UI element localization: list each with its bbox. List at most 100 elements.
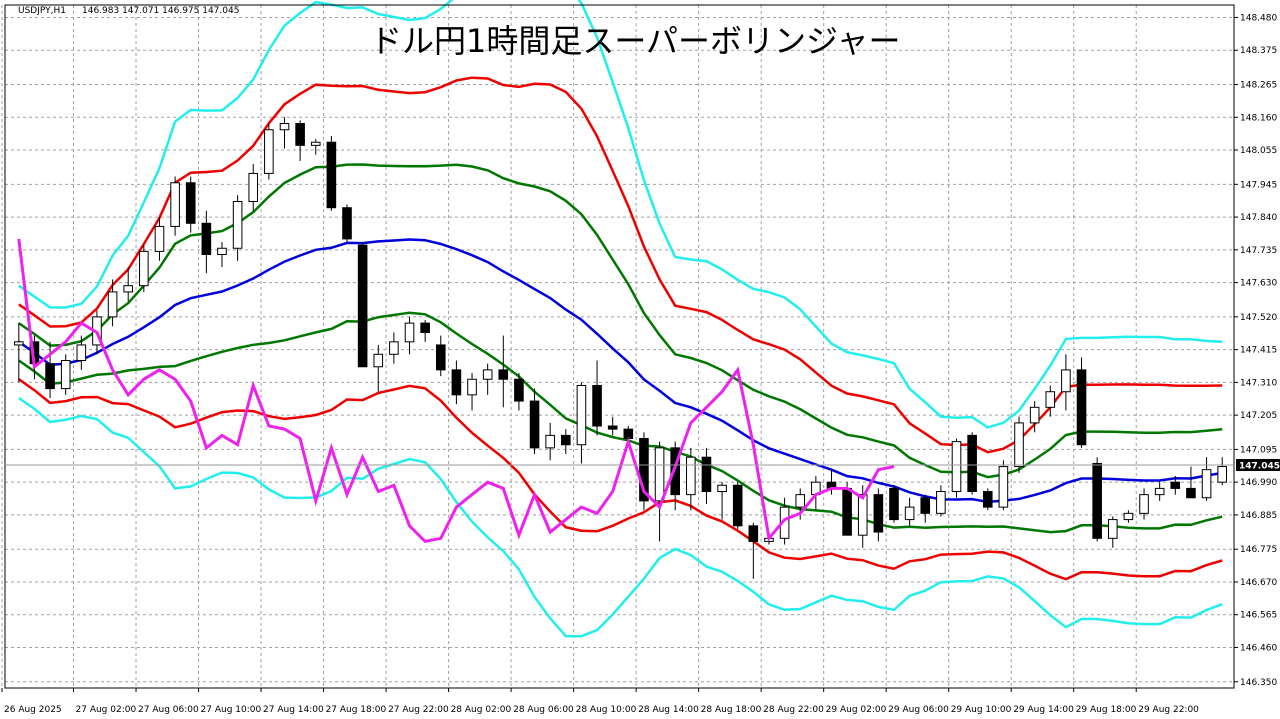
y-tick-label: 146.565 xyxy=(1240,611,1277,621)
candle-body xyxy=(1014,422,1024,468)
candle-body xyxy=(561,434,571,446)
bollinger-bands xyxy=(18,0,1223,638)
x-tick-label: 28 Aug 14:00 xyxy=(638,705,699,715)
lagging-span xyxy=(17,238,895,544)
candle-body xyxy=(732,484,743,527)
candle-body xyxy=(717,484,727,493)
y-tick-label: 148.375 xyxy=(1240,46,1277,56)
candle-body xyxy=(107,291,118,318)
candle-body xyxy=(295,123,305,146)
candle-body xyxy=(592,384,602,427)
candle-body xyxy=(701,456,712,493)
candle-body xyxy=(1045,391,1056,408)
candle-body xyxy=(967,434,977,493)
band-middle xyxy=(18,238,1223,504)
x-tick-label: 27 Aug 10:00 xyxy=(201,705,262,715)
y-tick-label: 147.735 xyxy=(1240,246,1277,256)
x-tick-label: 28 Aug 18:00 xyxy=(701,705,762,715)
y-tick-label: 147.095 xyxy=(1240,445,1277,455)
y-tick-label: 147.630 xyxy=(1240,279,1277,289)
y-tick-label: 146.350 xyxy=(1240,678,1277,688)
candle-body xyxy=(435,344,446,371)
candle-body xyxy=(873,494,884,533)
candle-body xyxy=(1139,494,1149,514)
candle-body xyxy=(1186,487,1196,499)
candle-body xyxy=(420,322,430,333)
candle-body xyxy=(60,360,71,390)
x-tick-label: 28 Aug 10:00 xyxy=(576,705,637,715)
y-tick-label: 148.055 xyxy=(1240,146,1277,156)
x-tick-label: 27 Aug 14:00 xyxy=(263,705,324,715)
candle-body xyxy=(1217,466,1227,483)
y-tick-label: 146.670 xyxy=(1240,578,1277,588)
band-plus-1sigma xyxy=(18,163,1223,479)
candle-body xyxy=(357,244,368,368)
candle-body xyxy=(982,491,993,508)
candle-body xyxy=(139,250,149,287)
candle-body xyxy=(748,525,759,542)
x-tick-label: 27 Aug 22:00 xyxy=(388,705,449,715)
candle-body xyxy=(310,141,321,146)
candle-body xyxy=(451,369,462,396)
candle-body xyxy=(795,494,806,508)
x-tick-label: 29 Aug 06:00 xyxy=(888,705,949,715)
candle-body xyxy=(998,466,1009,508)
candle-body xyxy=(264,129,274,174)
y-tick-label: 146.775 xyxy=(1240,545,1277,555)
candle-body xyxy=(1092,462,1102,539)
x-tick-label: 26 Aug 2025 xyxy=(4,705,62,715)
candle-body xyxy=(185,182,196,224)
lagging-span-line xyxy=(17,238,895,544)
candle-body xyxy=(936,491,946,514)
y-tick-label: 146.460 xyxy=(1240,643,1277,653)
candle-body xyxy=(201,222,212,255)
y-tick-label: 146.990 xyxy=(1240,478,1277,488)
candle-body xyxy=(607,425,618,430)
candle-body xyxy=(342,207,352,240)
current-price-label: 147.045 xyxy=(1239,462,1280,472)
candle-body xyxy=(639,438,649,502)
candle-body xyxy=(326,141,337,209)
candle-body xyxy=(951,441,962,493)
y-tick-label: 146.885 xyxy=(1240,511,1277,521)
x-tick-label: 28 Aug 02:00 xyxy=(451,705,512,715)
candle-body xyxy=(529,400,540,449)
candle-body xyxy=(1201,469,1212,499)
candle-body xyxy=(904,506,915,521)
y-tick-label: 148.160 xyxy=(1240,113,1277,123)
candle-body xyxy=(1061,369,1071,393)
candle-body xyxy=(498,369,509,380)
current-price-box xyxy=(1236,459,1280,472)
candle-body xyxy=(217,247,227,255)
candle-body xyxy=(1107,519,1118,539)
candle-body xyxy=(1076,369,1087,446)
candle-body xyxy=(404,322,415,343)
candle-body xyxy=(857,494,868,536)
band-minus-2sigma xyxy=(18,378,1223,581)
band-minus-1sigma xyxy=(18,311,1223,534)
plot-frame xyxy=(4,4,1235,689)
candle-body xyxy=(1029,406,1040,424)
candle-body xyxy=(170,182,180,227)
y-tick-label: 147.840 xyxy=(1240,213,1277,223)
candle-body xyxy=(232,200,243,249)
candle-body xyxy=(545,434,555,449)
y-tick-label: 147.415 xyxy=(1240,346,1277,356)
band-minus-3sigma xyxy=(18,396,1223,638)
x-tick-label: 29 Aug 22:00 xyxy=(1138,705,1199,715)
candle-body xyxy=(154,225,165,252)
candle-body xyxy=(670,447,680,496)
x-tick-label: 27 Aug 06:00 xyxy=(138,705,199,715)
y-tick-label: 147.205 xyxy=(1240,411,1277,421)
candles xyxy=(14,117,1227,579)
y-tick-label: 148.480 xyxy=(1240,13,1277,23)
candle-body xyxy=(686,456,696,496)
y-tick-label: 147.310 xyxy=(1240,378,1277,388)
x-tick-label: 29 Aug 14:00 xyxy=(1013,705,1074,715)
x-tick-label: 29 Aug 18:00 xyxy=(1076,705,1137,715)
candle-body xyxy=(14,341,24,346)
candle-body xyxy=(842,487,852,536)
candle-body xyxy=(654,447,665,502)
x-tick-label: 28 Aug 22:00 xyxy=(763,705,824,715)
